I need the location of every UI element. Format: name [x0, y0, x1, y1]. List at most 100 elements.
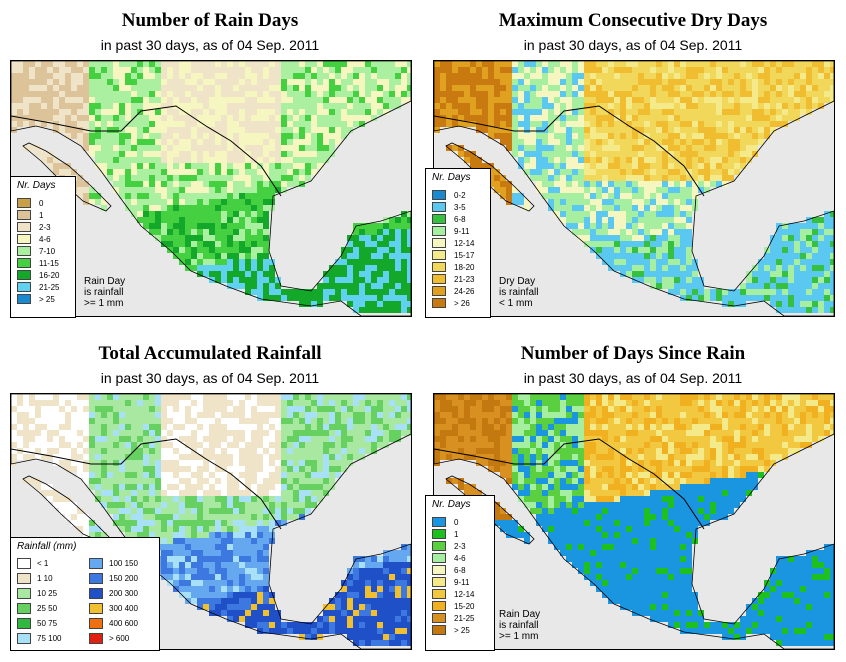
coastline	[434, 394, 834, 649]
legend-swatch	[89, 588, 103, 599]
note-line: is rainfall	[499, 287, 539, 298]
legend-label: > 26	[454, 298, 470, 308]
legend-label: 16-20	[39, 270, 60, 280]
legend-entry: 1	[432, 529, 458, 539]
legend-entry: > 25	[432, 625, 470, 635]
legend-label: 0	[454, 517, 459, 527]
panel-rain-days: Number of Rain Days in past 30 days, as …	[0, 0, 420, 329]
legend-label: 6-8	[454, 565, 466, 575]
legend-entry: < 1	[17, 558, 48, 569]
legend-label: 18-20	[454, 262, 475, 272]
legend-entry: 4-6	[17, 234, 51, 244]
legend-rainfall: Rainfall (mm) < 1 1 10 10 25 25 50 50 75 75 1…	[10, 537, 160, 651]
legend-label: 15-20	[454, 601, 475, 611]
legend-entry: 100 150	[89, 558, 138, 569]
map-dry-days	[433, 60, 835, 317]
legend-entry: 18-20	[432, 262, 474, 272]
legend-label: 100 150	[109, 559, 138, 568]
legend-label: 21-25	[39, 282, 60, 292]
map-raster	[11, 394, 411, 649]
legend-entry: 25 50	[17, 603, 57, 614]
note-line: >= 1 mm	[499, 631, 539, 642]
legend-swatch	[432, 226, 446, 236]
legend-swatch	[432, 625, 446, 635]
legend-entry: 21-23	[432, 274, 474, 284]
legend-rain-days: Nr. Days 0 1 2-3 4-6 7-10 11-15 16-20 21-25 > 25	[10, 176, 76, 318]
legend-entry: 400 600	[89, 618, 138, 629]
legend-label: 3-5	[454, 202, 466, 212]
note-line: < 1 mm	[499, 298, 533, 309]
note-line: is rainfall	[84, 287, 124, 298]
legend-title: Rainfall (mm)	[17, 541, 77, 552]
panel-subtitle: in past 30 days, as of 04 Sep. 2011	[100, 370, 320, 386]
legend-swatch	[89, 603, 103, 614]
legend-label: 2-3	[39, 222, 51, 232]
legend-entry: 15-20	[432, 601, 474, 611]
legend-entry: > 25	[17, 294, 55, 304]
legend-entry: 150 200	[89, 573, 138, 584]
legend-title: Nr. Days	[432, 172, 471, 183]
legend-label: 24-26	[454, 286, 475, 296]
legend-label: 2-3	[454, 541, 466, 551]
legend-swatch	[17, 618, 31, 629]
legend-label: > 25	[39, 294, 55, 304]
legend-swatch	[432, 298, 446, 308]
panel-days-since-rain: Number of Days Since Rain in past 30 day…	[423, 333, 843, 662]
legend-swatch	[17, 210, 31, 220]
legend-entry: 12-14	[432, 589, 474, 599]
legend-entry: 1 10	[17, 573, 53, 584]
legend-entry: 16-20	[17, 270, 59, 280]
legend-entry: 0	[17, 198, 43, 208]
legend-label: 11-15	[39, 258, 59, 268]
legend-swatch	[17, 282, 31, 292]
legend-entry: 200 300	[89, 588, 138, 599]
legend-label: 200 300	[109, 589, 138, 598]
legend-label: > 600	[109, 634, 130, 643]
legend-swatch	[432, 214, 446, 224]
legend-swatch	[89, 558, 103, 569]
panel-accumulated-rainfall: Total Accumulated Rainfall in past 30 da…	[0, 333, 420, 662]
legend-entry: 12-14	[432, 238, 474, 248]
legend-swatch	[17, 558, 31, 569]
legend-swatch	[432, 274, 446, 284]
legend-entry: 24-26	[432, 286, 474, 296]
legend-entry: 6-8	[432, 565, 466, 575]
legend-label: 10 25	[37, 589, 58, 598]
legend-label: 300 400	[109, 604, 138, 613]
legend-label: 4-6	[454, 553, 466, 563]
legend-swatch	[17, 198, 31, 208]
legend-swatch	[17, 258, 31, 268]
legend-entry: 1	[17, 210, 43, 220]
note-line: >= 1 mm	[84, 298, 124, 309]
legend-entry: 10 25	[17, 588, 57, 599]
legend-swatch	[17, 222, 31, 232]
panel-title: Number of Rain Days	[121, 10, 299, 31]
legend-label: 400 600	[109, 619, 138, 628]
dry-day-note: Dry Day is rainfall < 1 mm	[499, 276, 538, 309]
legend-entry: > 26	[432, 298, 470, 308]
panel-dry-days: Maximum Consecutive Dry Days in past 30 …	[423, 0, 843, 329]
legend-entry: 9-11	[432, 577, 469, 587]
legend-entry: 50 75	[17, 618, 57, 629]
legend-label: 1	[454, 529, 459, 539]
legend-entry: 2-3	[17, 222, 51, 232]
legend-label: 1	[39, 210, 44, 220]
legend-label: 15-17	[454, 250, 475, 260]
legend-swatch	[17, 573, 31, 584]
legend-entry: 0-2	[432, 190, 466, 200]
legend-entry: 15-17	[432, 250, 474, 260]
legend-label: 75 100	[37, 634, 62, 643]
legend-label: 9-11	[454, 226, 470, 236]
legend-swatch	[17, 270, 31, 280]
legend-swatch	[89, 618, 103, 629]
legend-entry: 7-10	[17, 246, 55, 256]
legend-label: 21-25	[454, 613, 475, 623]
legend-entry: > 600	[89, 633, 129, 644]
legend-label: 6-8	[454, 214, 466, 224]
legend-swatch	[89, 633, 103, 644]
legend-entry: 2-3	[432, 541, 466, 551]
note-line: Rain Day	[499, 609, 541, 620]
legend-swatch	[432, 286, 446, 296]
legend-swatch	[432, 190, 446, 200]
note-line: Dry Day	[499, 276, 536, 287]
